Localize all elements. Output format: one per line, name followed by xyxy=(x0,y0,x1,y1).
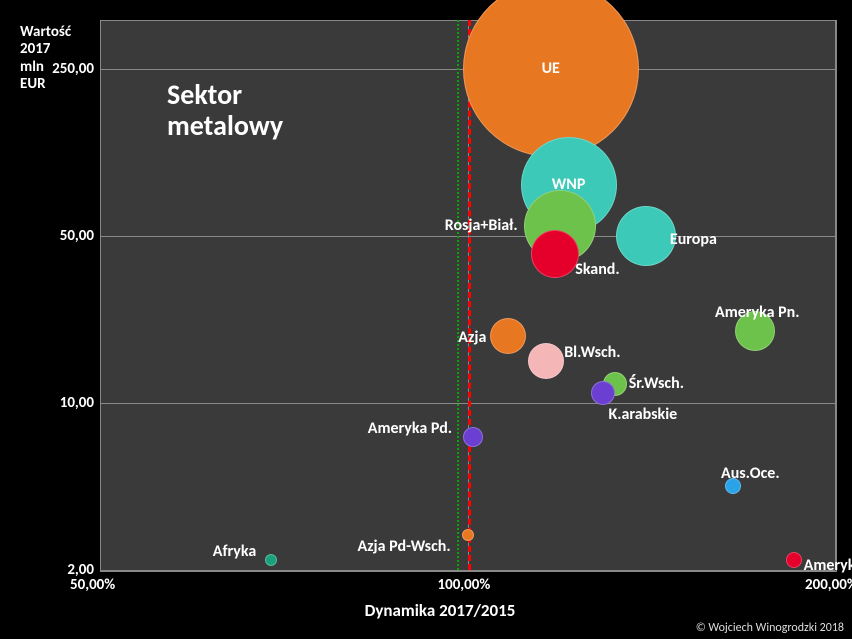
bubble-skand- xyxy=(531,230,579,278)
bubble-afryka xyxy=(265,554,277,566)
bubble-label: Aus.Oce. xyxy=(721,464,780,483)
chart-title: Sektormetalowy xyxy=(167,80,283,142)
y-tick-label: 50,00 xyxy=(60,227,94,245)
bubble-label: Ameryka Pd. xyxy=(368,419,452,438)
bubble-ameryka-r- xyxy=(786,552,802,568)
y-axis-label: Wartość2017mlnEUR xyxy=(20,24,71,93)
bubble-label: Rosja+Biał. xyxy=(445,216,518,235)
x-tick-label: 100,00% xyxy=(438,576,491,594)
bubble-label: Ameryka Śr. xyxy=(804,556,852,575)
bubble-label: Ameryka Pn. xyxy=(715,303,799,322)
gridline-v xyxy=(835,20,836,570)
bubble-label: Śr.Wsch. xyxy=(629,374,684,393)
bubble-ameryka-pd- xyxy=(463,427,483,447)
bubble-label: K.arabskie xyxy=(609,405,678,424)
bubble-label: Europa xyxy=(670,230,717,249)
bubble-label: WNP xyxy=(529,175,609,194)
y-tick-label: 10,00 xyxy=(60,394,94,412)
bubble-label: Azja xyxy=(458,328,486,347)
bubble-label: UE xyxy=(511,59,591,78)
gridline-h xyxy=(100,570,835,571)
bubble-label: Skand. xyxy=(575,260,619,279)
chart-stage: Wartość2017mlnEUR Sektormetalowy Dynamik… xyxy=(0,0,852,639)
y-tick-label: 2,00 xyxy=(67,561,94,579)
bubble-label: Bl.Wsch. xyxy=(564,343,620,362)
x-axis-label: Dynamika 2017/2015 xyxy=(300,600,580,621)
y-tick-label: 250,00 xyxy=(52,60,94,78)
bubble-bl-wsch- xyxy=(528,343,564,379)
reference-line xyxy=(457,20,459,570)
bubble-azja-pd-wsch- xyxy=(462,529,474,541)
bubble-europa xyxy=(616,206,676,266)
bubble-label: Azja Pd-Wsch. xyxy=(358,537,451,556)
bubble-k-arabskie xyxy=(591,381,615,405)
x-tick-label: 200,00% xyxy=(805,576,852,594)
bubble-label: Afryka xyxy=(213,542,256,561)
gridline-v xyxy=(100,20,101,570)
copyright-text: © Wojciech Winogrodzki 2018 xyxy=(696,621,844,635)
